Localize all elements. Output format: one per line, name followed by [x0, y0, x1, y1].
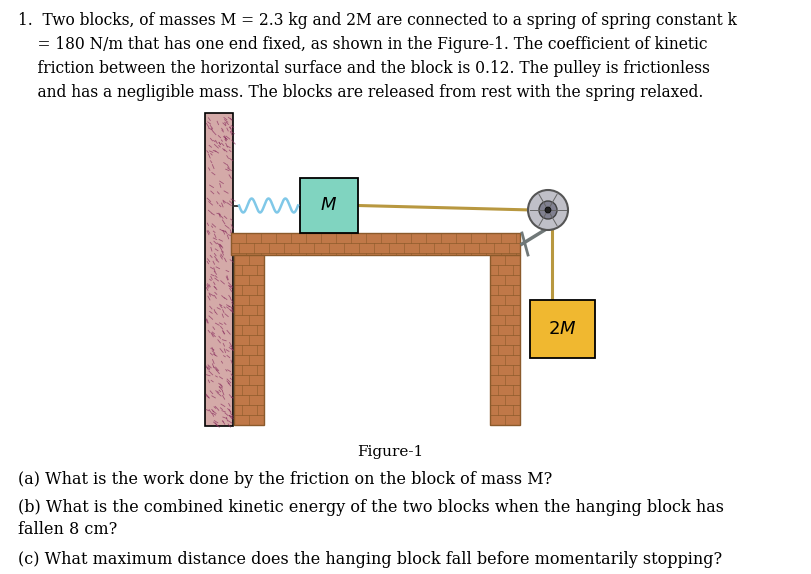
Circle shape — [528, 190, 568, 230]
Bar — [205, 113, 233, 426]
Text: (a) What is the work done by the friction on the block of mass M?: (a) What is the work done by the frictio… — [18, 471, 552, 488]
Text: (c) What maximum distance does the hanging block fall before momentarily stoppin: (c) What maximum distance does the hangi… — [18, 551, 722, 568]
Bar — [300, 178, 358, 233]
Text: 1.  Two blocks, of masses M = 2.3 kg and 2M are connected to a spring of spring : 1. Two blocks, of masses M = 2.3 kg and … — [18, 12, 737, 102]
Bar — [530, 300, 595, 358]
Text: $2M$: $2M$ — [548, 320, 577, 338]
Circle shape — [539, 201, 557, 219]
Text: Figure-1: Figure-1 — [357, 445, 423, 459]
Bar — [490, 255, 520, 425]
Text: $M$: $M$ — [320, 196, 337, 215]
Text: (b) What is the combined kinetic energy of the two blocks when the hanging block: (b) What is the combined kinetic energy … — [18, 499, 724, 538]
Bar — [234, 255, 264, 425]
Bar — [231, 233, 520, 255]
Circle shape — [545, 207, 551, 213]
